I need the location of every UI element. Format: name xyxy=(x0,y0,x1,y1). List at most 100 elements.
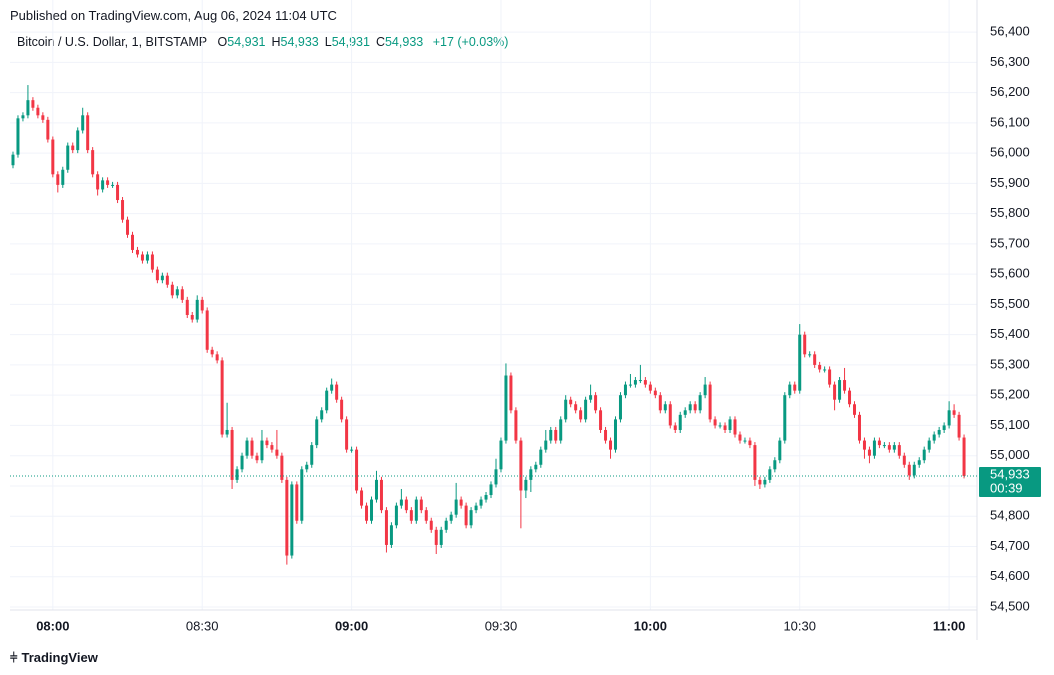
candle-body xyxy=(698,395,702,411)
x-tick-label: 09:00 xyxy=(335,618,368,633)
y-tick-label: 55,600 xyxy=(990,266,1030,281)
candle-body xyxy=(41,115,45,120)
candle-body xyxy=(150,254,154,270)
candle-body xyxy=(96,174,100,190)
candle-body xyxy=(409,510,413,521)
candle-body xyxy=(892,445,896,450)
candle-body xyxy=(484,495,488,500)
candle-body xyxy=(867,449,871,456)
candle-body xyxy=(56,174,60,185)
ohlc-label: C xyxy=(375,35,385,49)
candle-body xyxy=(599,410,603,430)
candle-body xyxy=(618,395,622,420)
candle-body xyxy=(21,115,25,119)
ohlc-value: 54,933 xyxy=(384,35,424,49)
candle-body xyxy=(160,275,164,281)
last-price-label: 54,933 xyxy=(990,466,1030,481)
x-tick-label: 08:00 xyxy=(36,618,69,633)
candle-body xyxy=(170,284,174,296)
candle-body xyxy=(175,289,179,296)
last-price-box xyxy=(979,466,1041,497)
symbol: Bitcoin / U.S. Dollar, 1, BITSTAMP xyxy=(17,35,208,49)
candle-body xyxy=(200,299,204,311)
candle-body xyxy=(693,404,697,411)
candle-body xyxy=(494,469,498,485)
candle-body xyxy=(345,419,349,450)
candle-body xyxy=(464,505,468,526)
candle-body xyxy=(290,484,294,556)
candle-body xyxy=(613,419,617,450)
ohlc-value: 54,931 xyxy=(331,35,370,49)
candle-body xyxy=(429,520,433,530)
candle-body xyxy=(195,299,199,320)
candle-body xyxy=(952,410,956,415)
candle-body xyxy=(335,384,339,400)
candle-body xyxy=(499,440,503,470)
candle-body xyxy=(937,429,941,435)
candle-body xyxy=(165,275,169,285)
candle-body xyxy=(180,289,184,300)
candle-body xyxy=(360,490,364,506)
candle-body xyxy=(628,384,632,386)
candle-body xyxy=(753,445,757,480)
candle-body xyxy=(738,434,742,441)
candle-body xyxy=(210,349,214,355)
countdown-label: 00:39 xyxy=(990,480,1023,495)
candle-body xyxy=(51,139,55,175)
candle-body xyxy=(584,399,588,420)
candle-body xyxy=(379,479,383,511)
candle-body xyxy=(449,514,453,521)
candle-body xyxy=(882,445,886,447)
y-tick-label: 56,300 xyxy=(990,54,1030,69)
candle-body xyxy=(927,440,931,450)
candle-body xyxy=(778,440,782,461)
y-tick-label: 55,100 xyxy=(990,417,1030,432)
candle-body xyxy=(813,354,817,365)
candle-body xyxy=(439,529,443,545)
candle-body xyxy=(524,479,528,491)
candle-body xyxy=(678,414,682,430)
candle-body xyxy=(663,404,667,411)
candle-body xyxy=(957,414,961,438)
candle-body xyxy=(489,484,493,496)
candle-body xyxy=(155,269,159,281)
symbol-legend: Bitcoin / U.S. Dollar, 1, BITSTAMP O54,9… xyxy=(17,35,508,49)
candle-body xyxy=(623,384,627,396)
candle-body xyxy=(11,154,15,166)
candle-body xyxy=(474,505,478,511)
candle-body xyxy=(902,455,906,465)
candle-body xyxy=(529,469,533,480)
x-tick-label: 11:00 xyxy=(933,618,966,633)
y-tick-label: 56,200 xyxy=(990,84,1030,99)
candle-body xyxy=(733,419,737,435)
candle-body xyxy=(793,384,797,391)
candle-body xyxy=(803,334,807,355)
candle-body xyxy=(205,310,209,350)
candle-body xyxy=(823,369,827,371)
candle-body xyxy=(763,479,767,485)
candle-body xyxy=(887,445,891,450)
candle-body xyxy=(16,118,20,155)
candle-body xyxy=(798,334,802,391)
y-tick-label: 55,900 xyxy=(990,175,1030,190)
candle-body xyxy=(932,434,936,441)
candle-body xyxy=(818,364,822,370)
candle-body xyxy=(962,437,966,476)
candle-body xyxy=(843,380,847,391)
candle-body xyxy=(91,150,95,175)
candle-body xyxy=(653,390,657,396)
candle-body xyxy=(384,510,388,545)
candle-body xyxy=(579,410,583,420)
y-tick-label: 55,400 xyxy=(990,326,1030,341)
candle-body xyxy=(718,425,722,427)
candle-body xyxy=(504,375,508,441)
candle-body xyxy=(539,449,543,465)
candle-body xyxy=(101,180,105,190)
candle-body xyxy=(703,384,707,396)
candle-body xyxy=(116,184,120,201)
candle-body xyxy=(424,510,428,521)
candle-body xyxy=(479,499,483,506)
x-tick-label: 10:30 xyxy=(783,618,816,633)
candle-body xyxy=(111,184,115,186)
candle-body xyxy=(559,419,563,441)
